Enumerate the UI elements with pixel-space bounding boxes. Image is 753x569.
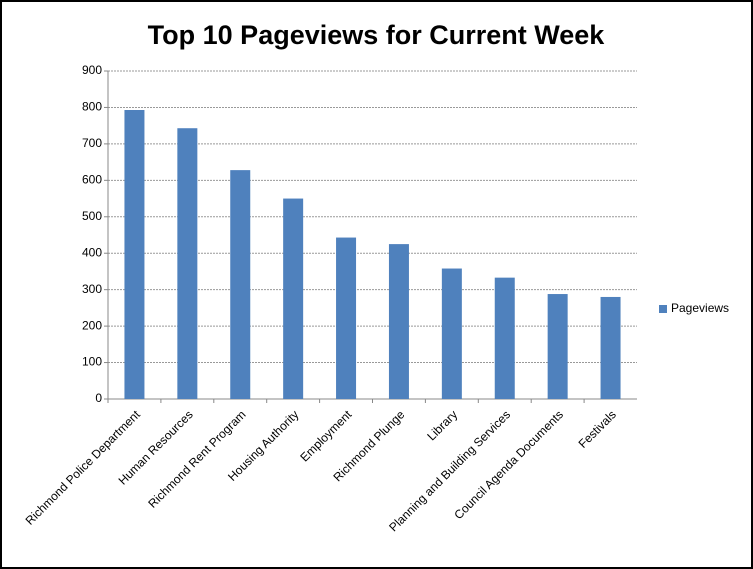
y-tick-label: 600 <box>82 173 102 187</box>
bar <box>124 109 145 400</box>
y-tick-label: 400 <box>82 245 102 259</box>
legend-label: Pageviews <box>671 301 729 315</box>
y-tick-label: 300 <box>82 282 102 296</box>
legend-swatch <box>659 305 667 313</box>
bar <box>388 244 409 399</box>
y-tick-label: 100 <box>82 355 102 369</box>
y-tick-label: 800 <box>82 100 102 114</box>
bar <box>283 198 304 399</box>
bar <box>600 296 621 399</box>
y-tick-label: 900 <box>82 63 102 77</box>
bar <box>177 128 198 399</box>
bar <box>547 294 568 399</box>
bar <box>336 237 357 399</box>
bar <box>230 170 251 399</box>
y-tick-label: 200 <box>82 318 102 332</box>
y-tick-label: 700 <box>82 136 102 150</box>
y-tick-label: 0 <box>95 391 102 405</box>
chart-title: Top 10 Pageviews for Current Week <box>148 20 606 50</box>
y-tick-label: 500 <box>82 209 102 223</box>
bar <box>494 277 515 399</box>
bar <box>441 268 462 399</box>
